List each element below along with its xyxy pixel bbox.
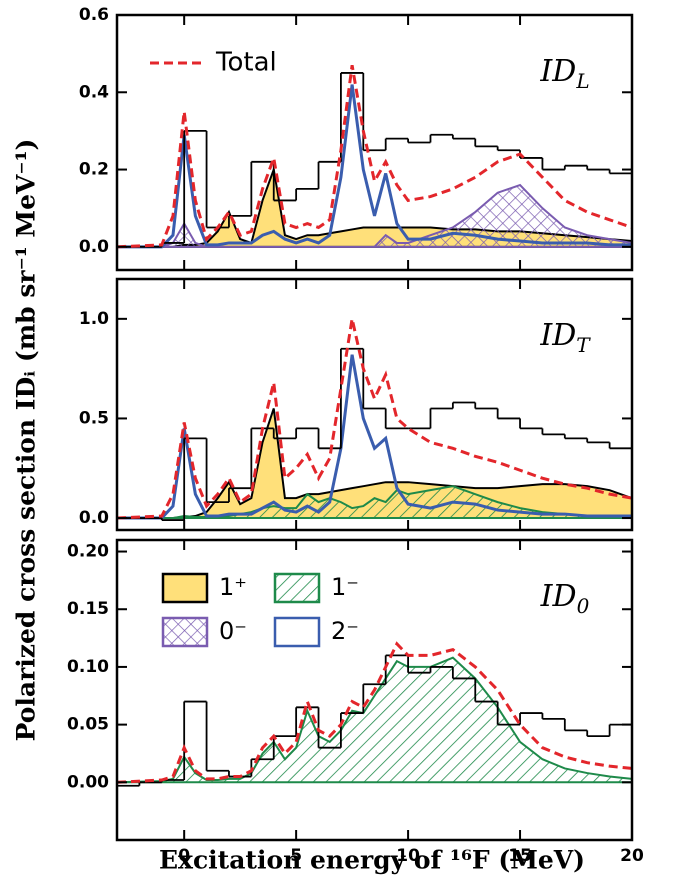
- panel-label-main: ID: [539, 318, 576, 353]
- legend-label: 1⁺: [219, 573, 247, 601]
- legend-label: 2⁻: [331, 617, 359, 645]
- frame: [115, 277, 634, 532]
- legend-swatch: [273, 616, 321, 648]
- total-curve: [117, 318, 632, 520]
- panel-label: IDT: [539, 318, 591, 357]
- panel-label: ID0: [540, 579, 590, 618]
- y-tick-label: 0.6: [79, 5, 109, 25]
- y-tick-label: 0.5: [79, 408, 109, 428]
- plot-area: [117, 64, 632, 249]
- y-axis-label: Polarized cross section IDᵢ (mb sr⁻¹ MeV…: [12, 139, 41, 742]
- panel-label-sub: L: [575, 69, 589, 93]
- x-tick-label: 20: [620, 846, 644, 866]
- y-tick-label: 0.4: [79, 82, 109, 102]
- legend-swatch: [161, 572, 209, 604]
- total-curve: [117, 64, 632, 249]
- panel-label-sub: 0: [577, 594, 590, 618]
- legend-label: 0⁻: [219, 617, 247, 645]
- x-tick-label: 15: [508, 846, 532, 866]
- plot-area: [117, 318, 632, 521]
- total-curve: [117, 641, 632, 784]
- component-curve: [117, 656, 632, 784]
- legend-label: Total: [215, 48, 277, 78]
- y-tick-label: 0.05: [67, 715, 109, 735]
- y-tick-label: 0.0: [79, 508, 109, 528]
- x-tick-label: 10: [396, 846, 420, 866]
- x-tick-label: 5: [290, 846, 302, 866]
- x-tick-label: 0: [178, 846, 190, 866]
- y-tick-label: 0.20: [67, 542, 109, 562]
- y-tick-label: 0.10: [67, 657, 109, 677]
- y-tick-label: 0.2: [79, 160, 109, 180]
- y-tick-label: 1.0: [79, 309, 109, 329]
- panel-label: IDL: [539, 54, 589, 93]
- panel-label-main: ID: [539, 54, 576, 89]
- frame: [115, 13, 634, 272]
- x-axis-label: Excitation energy of ¹⁶F (MeV): [159, 846, 585, 875]
- legend-swatch: [161, 616, 209, 648]
- y-tick-label: 0.15: [67, 599, 109, 619]
- component-curve: [117, 408, 632, 520]
- legend-swatch: [273, 572, 321, 604]
- panel-label-sub: T: [576, 333, 591, 357]
- component-curve: [117, 354, 632, 520]
- legend-label: 1⁻: [331, 573, 359, 601]
- y-tick-label: 0.0: [79, 237, 109, 257]
- component-curve: [117, 183, 632, 248]
- plot-area: [117, 641, 632, 787]
- frame: [115, 538, 634, 842]
- panel-label-main: ID: [540, 579, 577, 614]
- y-tick-label: 0.00: [67, 772, 109, 792]
- component-curve: [117, 84, 632, 249]
